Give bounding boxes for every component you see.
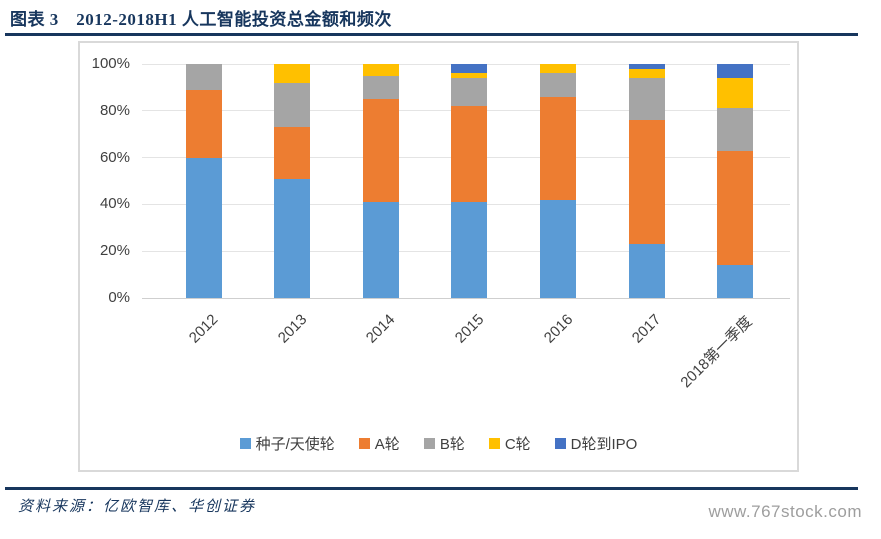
legend-item: D轮到IPO: [554, 433, 638, 454]
bar-segment-B轮: [717, 108, 754, 151]
legend-swatch: [423, 438, 435, 449]
legend-label: 种子/天使轮: [255, 436, 335, 453]
bar-segment-B轮: [451, 78, 488, 107]
legend-swatch: [554, 438, 566, 449]
bar-segment-C轮: [451, 73, 488, 79]
x-axis-category-label: 2016: [540, 311, 576, 347]
bar-segment-A轮: [539, 96, 576, 200]
y-axis-tick-label: 40%: [99, 195, 130, 213]
legend-swatch: [358, 438, 370, 449]
title-rule: [5, 33, 858, 36]
bar-segment-C轮: [628, 68, 665, 79]
bar-segment-B轮: [362, 75, 399, 100]
legend-label: D轮到IPO: [570, 436, 638, 453]
bar-segment-A轮: [628, 120, 665, 245]
legend-item: C轮: [488, 433, 531, 454]
plot-area: 0% 20% 40% 60% 80% 100% 2012 2013 2014 2015 2016 20…: [92, 55, 790, 391]
bar-segment-C轮: [717, 78, 754, 109]
x-axis-category-label: 2017: [628, 311, 665, 347]
chart-frame: 0% 20% 40% 60% 80% 100% 2012 2013 2014 2015 2016 20…: [78, 41, 799, 472]
bar-segment-种子/天使轮: [628, 244, 665, 298]
bar-segment-A轮: [362, 99, 399, 203]
y-axis-tick-label: 20%: [99, 242, 130, 260]
page-title: 图表 3 2012-2018H1 人工智能投资总金额和频次: [10, 10, 392, 29]
y-axis-tick-label: 100%: [91, 55, 130, 72]
bar-segment-A轮: [274, 127, 311, 179]
bar-segment-种子/天使轮: [362, 202, 399, 298]
watermark-url: www.767stock.com: [708, 502, 862, 521]
bar-segment-C轮: [362, 64, 399, 76]
bar-segment-B轮: [539, 73, 576, 97]
legend-item: A轮: [358, 433, 400, 454]
legend-item: B轮: [423, 433, 465, 454]
bar-segment-种子/天使轮: [185, 157, 222, 298]
bar-segment-D轮到IPO: [451, 64, 488, 74]
bar-segment-B轮: [274, 82, 311, 128]
bar-segment-C轮: [274, 64, 311, 83]
bar-segment-B轮: [185, 64, 222, 90]
legend-label: B轮: [439, 436, 465, 453]
y-axis-tick-label: 80%: [99, 101, 130, 119]
footer-rule: [5, 487, 858, 490]
chart-legend: 种子/天使轮 A轮 B轮 C轮 D轮到IPO: [80, 433, 797, 454]
bar-segment-B轮: [628, 78, 665, 121]
bar-segment-A轮: [717, 150, 754, 266]
gridline: [142, 63, 790, 65]
bar-segment-种子/天使轮: [451, 202, 488, 298]
x-axis-category-label: 2013: [274, 311, 311, 347]
legend-label: C轮: [504, 436, 531, 453]
bar-segment-A轮: [185, 89, 222, 158]
bar-segment-D轮到IPO: [717, 64, 754, 79]
source-note: 资料来源：亿欧智库、华创证券: [18, 499, 257, 515]
bar-segment-A轮: [451, 106, 488, 203]
x-axis-category-label: 2012: [185, 311, 222, 347]
bar-segment-C轮: [539, 64, 576, 74]
legend-swatch: [239, 438, 251, 449]
legend-swatch: [488, 438, 500, 449]
x-axis-category-label: 2014: [363, 311, 399, 347]
x-axis-category-label: 2015: [451, 311, 488, 347]
bar-segment-D轮到IPO: [628, 64, 665, 69]
x-axis-category-label: 2018第一季度: [677, 313, 756, 392]
y-axis-tick-label: 0%: [108, 289, 130, 306]
bar-segment-种子/天使轮: [717, 265, 754, 298]
bar-segment-种子/天使轮: [539, 199, 576, 298]
y-axis-tick-label: 60%: [99, 148, 130, 166]
legend-label: A轮: [374, 436, 400, 453]
bar-segment-种子/天使轮: [274, 178, 311, 298]
legend-item: 种子/天使轮: [239, 433, 335, 454]
gridline: [142, 297, 790, 299]
